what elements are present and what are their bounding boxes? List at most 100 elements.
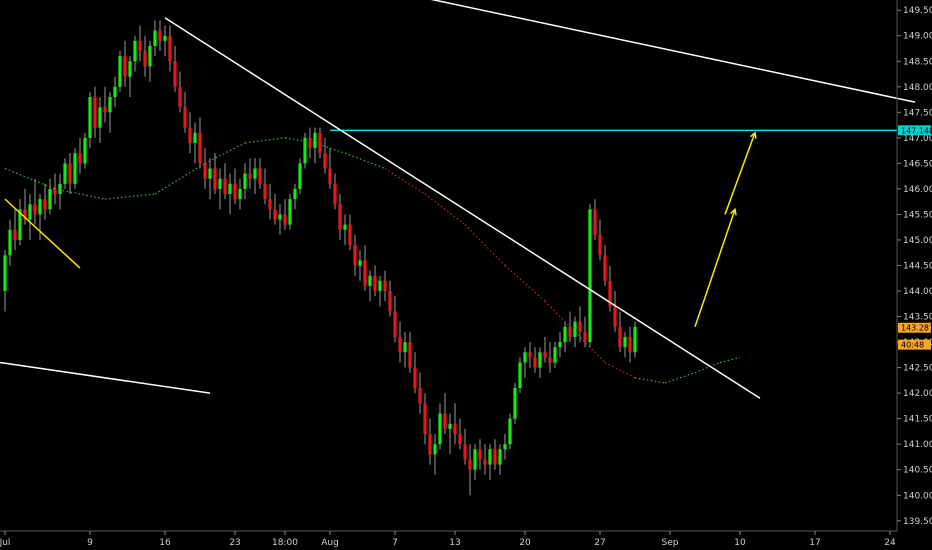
candle [623, 331, 627, 358]
candle [403, 331, 407, 368]
candle-body [223, 178, 227, 195]
candle [38, 194, 42, 240]
y-tick-label: 140.500 [903, 466, 932, 476]
candle-body [523, 352, 527, 363]
candle [633, 321, 637, 358]
candle-body [608, 280, 612, 307]
candle-body [343, 224, 347, 230]
candle [443, 393, 447, 434]
candle [473, 444, 477, 480]
candle [258, 158, 262, 189]
candle-body [618, 326, 622, 348]
candle-body [578, 321, 582, 332]
candle-body [563, 326, 567, 343]
candle-body [593, 209, 597, 235]
candle [198, 117, 202, 169]
candle-body [138, 40, 142, 52]
candle-body [263, 183, 267, 200]
ma-segment [464, 224, 506, 266]
y-tick-label: 143.500 [903, 313, 932, 323]
candle [68, 153, 72, 195]
candle [413, 352, 417, 394]
y-tick-label: 149.500 [903, 6, 932, 16]
drawing-lines[interactable] [0, 0, 916, 399]
ma-segment [634, 377, 666, 384]
candle-body [583, 331, 587, 343]
candle-body [108, 97, 112, 113]
candle [338, 194, 342, 240]
candle [593, 199, 597, 240]
price-tag-bg [898, 322, 931, 333]
candle-body [558, 342, 562, 348]
candle-body [463, 444, 467, 460]
candle [533, 347, 537, 373]
candle [608, 265, 612, 312]
candle [433, 433, 437, 475]
x-tick-label: Aug [321, 538, 339, 548]
candle [98, 97, 102, 143]
candle [253, 158, 257, 195]
candle [488, 444, 492, 480]
candle-body [398, 336, 402, 353]
candle [118, 51, 122, 92]
candle [548, 342, 552, 373]
candle-body [58, 183, 62, 195]
falling-trendline [164, 17, 761, 399]
candle-body [433, 444, 437, 455]
candle-body [353, 245, 357, 266]
candle-body [303, 137, 307, 164]
price-tags: 147.148 143.281 40:48 [898, 125, 932, 350]
candle [193, 122, 197, 164]
candle-body [458, 433, 462, 445]
candle [83, 132, 87, 169]
y-tick-label: 144.000 [903, 287, 932, 297]
price-tag: 40:48 [898, 339, 931, 350]
candle-body [308, 137, 312, 149]
candle [223, 163, 227, 200]
candle [163, 25, 167, 57]
price-axis[interactable]: 149.500 149.000 148.500 148.000 147.500 147.0… [896, 0, 932, 531]
upper-channel-line [430, 0, 916, 103]
candle [628, 326, 632, 363]
y-tick-label: 146.500 [903, 159, 932, 169]
candle-body [123, 56, 127, 77]
candle [583, 316, 587, 348]
x-tick-label: 18:00 [272, 538, 298, 548]
ma-segment [694, 361, 721, 374]
candle [408, 331, 412, 373]
candle-body [568, 326, 572, 337]
candle-body [318, 132, 322, 154]
candle-body [228, 183, 232, 195]
candle [458, 418, 462, 450]
ma-segment [604, 361, 636, 379]
candle-body [513, 388, 517, 419]
candle-body [48, 188, 52, 210]
candle-body [408, 342, 412, 368]
candle [133, 35, 137, 72]
candle [598, 219, 602, 261]
candle [453, 403, 457, 445]
candle-body [273, 209, 277, 220]
candle [18, 199, 22, 246]
candle-body [153, 30, 157, 46]
candle [358, 250, 362, 281]
candle-body [418, 388, 422, 404]
candle [448, 413, 452, 455]
candle-body [23, 209, 27, 220]
price-tag: 143.281 [898, 322, 932, 333]
ma-segment [54, 188, 106, 200]
candle [468, 444, 472, 496]
candle [238, 178, 242, 210]
candle-body [213, 168, 217, 189]
time-axis[interactable]: Jul 9 16 23 18:00 Aug 7 13 20 27 Sep 10 17 24 [0, 530, 897, 548]
x-tick-label: 23 [229, 538, 240, 548]
candle [138, 25, 142, 62]
ma-segment [719, 356, 741, 364]
x-tick-label: 10 [734, 538, 746, 548]
candle [188, 112, 192, 154]
candle [248, 158, 252, 189]
candle [78, 137, 82, 174]
candle [323, 137, 327, 174]
candle-body [613, 306, 617, 327]
